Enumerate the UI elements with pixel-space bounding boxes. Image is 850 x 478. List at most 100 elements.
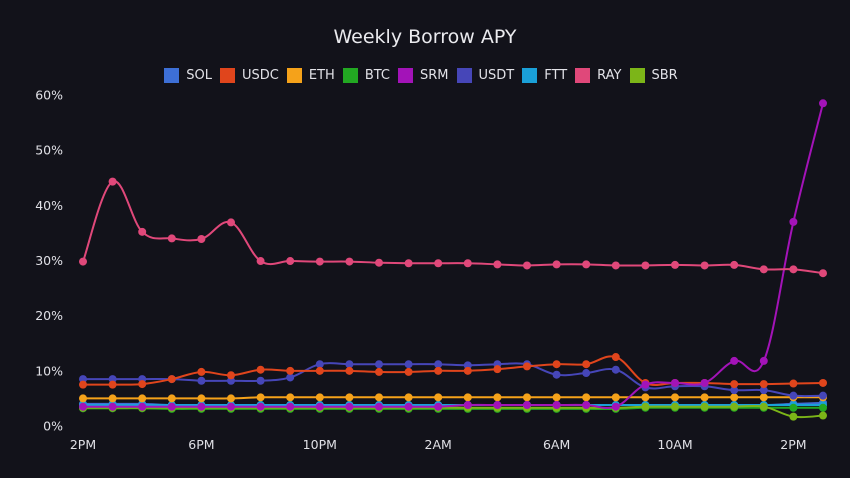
legend-label: SBR — [651, 68, 678, 83]
data-point — [700, 402, 709, 411]
series-line-srm — [82, 102, 824, 410]
legend-swatch — [456, 68, 472, 83]
series-usdt — [79, 360, 827, 400]
data-point — [819, 378, 827, 387]
data-point — [819, 391, 827, 400]
data-point — [138, 394, 147, 403]
data-point — [256, 376, 265, 385]
data-point — [375, 367, 383, 376]
legend-label: SOL — [186, 68, 213, 83]
data-point — [819, 269, 827, 278]
data-point — [434, 360, 443, 369]
x-tick-label: 2PM — [780, 437, 806, 452]
data-point — [789, 379, 798, 388]
data-point — [819, 411, 827, 420]
data-point — [404, 402, 413, 411]
data-point — [345, 393, 354, 402]
data-point — [315, 257, 324, 266]
data-point — [345, 366, 354, 375]
data-point — [789, 217, 798, 226]
legend-item-srm[interactable]: SRM — [398, 68, 449, 83]
legend-item-ftt[interactable]: FTT — [522, 68, 567, 83]
legend-label: SRM — [420, 68, 449, 83]
data-point — [434, 259, 443, 268]
data-point — [552, 401, 561, 410]
data-point — [552, 370, 561, 379]
data-point — [404, 259, 413, 268]
data-point — [404, 393, 413, 402]
data-point — [759, 386, 768, 395]
data-point — [671, 393, 679, 402]
data-point — [286, 366, 295, 375]
data-point — [167, 234, 176, 243]
data-point — [108, 380, 117, 389]
legend-item-btc[interactable]: BTC — [342, 68, 390, 83]
x-tick-label: 2PM — [70, 437, 96, 452]
data-point — [434, 393, 443, 402]
data-point — [463, 259, 472, 268]
legend-item-sbr[interactable]: SBR — [629, 68, 678, 83]
x-tick-label: 10PM — [303, 437, 337, 452]
data-point — [671, 378, 679, 387]
data-point — [700, 393, 709, 402]
data-point — [434, 402, 443, 411]
data-point — [671, 402, 679, 411]
data-point — [641, 393, 650, 402]
data-point — [79, 402, 87, 411]
series-srm — [79, 99, 827, 411]
data-point — [611, 353, 620, 362]
data-point — [789, 403, 798, 412]
data-point — [730, 260, 739, 269]
data-point — [227, 218, 235, 227]
data-point — [463, 393, 472, 402]
legend-item-eth[interactable]: ETH — [286, 68, 335, 83]
data-point — [167, 375, 176, 384]
data-point — [759, 393, 768, 402]
x-tick-label: 6AM — [543, 437, 570, 452]
data-point — [759, 380, 768, 389]
data-point — [789, 412, 798, 421]
data-point — [611, 365, 620, 374]
data-point — [256, 402, 265, 411]
chart-legend: SOL USDC ETH BTC SRM USDT FTT RAY SBR — [0, 68, 850, 83]
data-point — [641, 402, 650, 411]
series-line-eth — [82, 396, 824, 400]
data-point — [197, 234, 206, 243]
data-point — [167, 394, 176, 403]
y-tick-label: 60% — [35, 88, 63, 103]
data-point — [256, 257, 265, 266]
legend-item-usdc[interactable]: USDC — [220, 68, 279, 83]
data-point — [611, 261, 620, 270]
data-point — [375, 360, 383, 369]
legend-swatch — [286, 68, 302, 83]
data-point — [197, 376, 206, 385]
data-point — [197, 367, 206, 376]
legend-swatch — [398, 68, 414, 83]
legend-item-ray[interactable]: RAY — [575, 68, 622, 83]
data-point — [375, 402, 383, 411]
data-point — [315, 366, 324, 375]
data-point — [108, 394, 117, 403]
series-eth — [79, 393, 827, 403]
data-point — [552, 393, 561, 402]
legend-swatch — [342, 68, 358, 83]
series-usdc — [79, 353, 827, 389]
legend-label: USDT — [478, 68, 515, 83]
data-point — [641, 261, 650, 270]
data-point — [286, 257, 295, 266]
data-point — [493, 260, 502, 269]
legend-swatch — [575, 68, 591, 83]
data-point — [286, 393, 295, 402]
data-point — [227, 376, 235, 385]
data-point — [256, 365, 265, 374]
y-tick-label: 50% — [35, 143, 63, 158]
data-point — [759, 402, 768, 411]
x-tick-label: 6PM — [188, 437, 214, 452]
data-point — [345, 360, 354, 369]
data-point — [404, 367, 413, 376]
legend-item-sol[interactable]: SOL — [164, 68, 212, 83]
data-point — [434, 366, 443, 375]
legend-item-usdt[interactable]: USDT — [456, 68, 515, 83]
legend-swatch — [522, 68, 538, 83]
